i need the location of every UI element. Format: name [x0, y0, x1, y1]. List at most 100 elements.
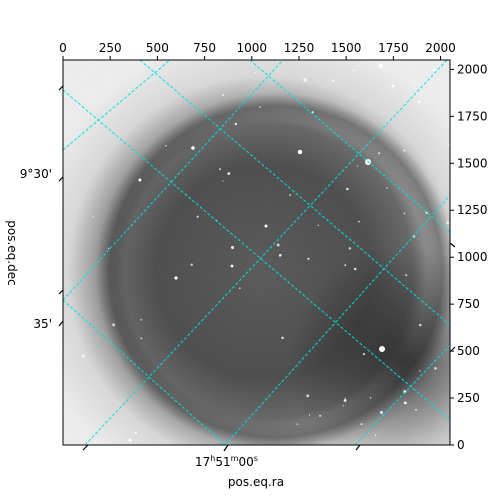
star-4 [331, 79, 335, 82]
bright-star-6 [264, 224, 268, 228]
sky-image [63, 60, 450, 445]
world-tick-mark-6 [58, 320, 64, 327]
top-tick-label-6: 1500 [331, 41, 362, 55]
star-6 [419, 323, 422, 327]
star-30 [308, 414, 311, 416]
star-10 [344, 397, 346, 399]
top-tick-label-0: 0 [59, 41, 67, 55]
ra-tick-label: 17h51m00s [195, 454, 258, 469]
top-tick-label-4: 1000 [237, 41, 268, 55]
star-28 [403, 149, 406, 152]
star-21 [92, 215, 94, 218]
grid-line-0 [63, 60, 171, 151]
grid-line-6 [139, 60, 450, 326]
bright-star-0 [297, 149, 303, 155]
right-pixel-axis: 0 250 500 750 1000 1250 1500 1750 2000 [450, 62, 488, 452]
star-38 [403, 212, 406, 215]
world-tick-mark-1 [223, 444, 229, 452]
star-56 [446, 221, 449, 224]
star-68 [343, 399, 347, 402]
star-14 [219, 168, 221, 171]
top-tick-label-8: 2000 [425, 41, 456, 55]
star-42 [306, 394, 310, 398]
world-tick-mark-8 [449, 346, 456, 353]
star-50 [380, 411, 383, 414]
world-tick-mark-4 [58, 176, 64, 182]
star-58 [374, 434, 377, 436]
star-33 [82, 354, 85, 358]
star-34 [255, 71, 257, 74]
right-tick-label-1: 250 [457, 391, 480, 405]
top-tick-label-1: 250 [99, 41, 122, 55]
star-12 [413, 80, 416, 83]
star-9 [227, 172, 231, 175]
star-13 [319, 414, 322, 417]
star-5 [419, 370, 421, 372]
star-markers [63, 60, 450, 442]
star-63 [222, 94, 224, 96]
star-27 [348, 247, 352, 250]
star-43 [311, 111, 314, 114]
coordinate-grid [63, 60, 450, 445]
star-15 [190, 263, 193, 266]
star-62 [222, 180, 224, 182]
grid-line-4 [354, 344, 450, 445]
star-66 [196, 215, 199, 218]
star-46 [279, 253, 282, 257]
right-tick-label-5: 1250 [457, 203, 488, 217]
top-tick-label-3: 750 [193, 41, 216, 55]
star-23 [239, 287, 241, 289]
right-tick-label-6: 1500 [457, 156, 488, 170]
star-61 [276, 243, 280, 247]
star-55 [140, 319, 143, 321]
star-8 [386, 187, 388, 189]
star-3 [378, 152, 381, 155]
star-60 [128, 89, 130, 91]
x-axis-label: pos.eq.ra [228, 475, 284, 489]
grid-line-2 [84, 60, 448, 445]
bright-star-2 [379, 346, 385, 352]
star-48 [140, 337, 143, 340]
world-axis-ticks [58, 85, 456, 452]
star-54 [296, 423, 298, 425]
star-29 [108, 247, 110, 249]
world-tick-mark-3 [58, 85, 64, 91]
star-18 [425, 211, 428, 214]
star-22 [447, 143, 450, 146]
star-19 [289, 194, 292, 196]
bright-star-3 [378, 63, 384, 69]
world-tick-mark-7 [449, 242, 456, 248]
grid-line-7 [249, 60, 450, 233]
bright-star-5 [174, 276, 178, 280]
star-47 [352, 69, 355, 71]
top-tick-label-7: 1750 [378, 41, 409, 55]
star-51 [432, 68, 436, 71]
bright-star-9 [417, 100, 421, 104]
bright-star-7 [303, 78, 307, 82]
star-17 [307, 257, 310, 260]
right-tick-label-0: 0 [457, 438, 465, 452]
plot-frame [62, 59, 451, 446]
y-axis-label: pos.eq.dec [5, 220, 19, 285]
dec-tick-label-1: 35' [33, 317, 52, 331]
star-37 [358, 220, 360, 223]
grid-line-3 [224, 194, 450, 445]
top-pixel-axis: 0 250 500 750 1000 1250 1500 1750 2000 [59, 41, 456, 60]
star-32 [165, 144, 167, 147]
star-35 [112, 323, 116, 327]
star-24 [403, 401, 407, 405]
star-7 [415, 408, 417, 411]
star-1 [344, 264, 347, 266]
star-25 [356, 165, 359, 167]
grid-line-8 [63, 299, 226, 445]
world-tick-mark-0 [82, 444, 89, 451]
bright-star-4 [191, 146, 195, 150]
right-tick-label-7: 1750 [457, 109, 488, 123]
grid-line-1 [63, 60, 284, 301]
dec-tick-label-0: 9°30' [20, 167, 52, 181]
star-52 [342, 405, 344, 407]
top-tick-label-5: 1250 [284, 41, 315, 55]
star-49 [317, 224, 319, 226]
star-31 [134, 431, 137, 435]
